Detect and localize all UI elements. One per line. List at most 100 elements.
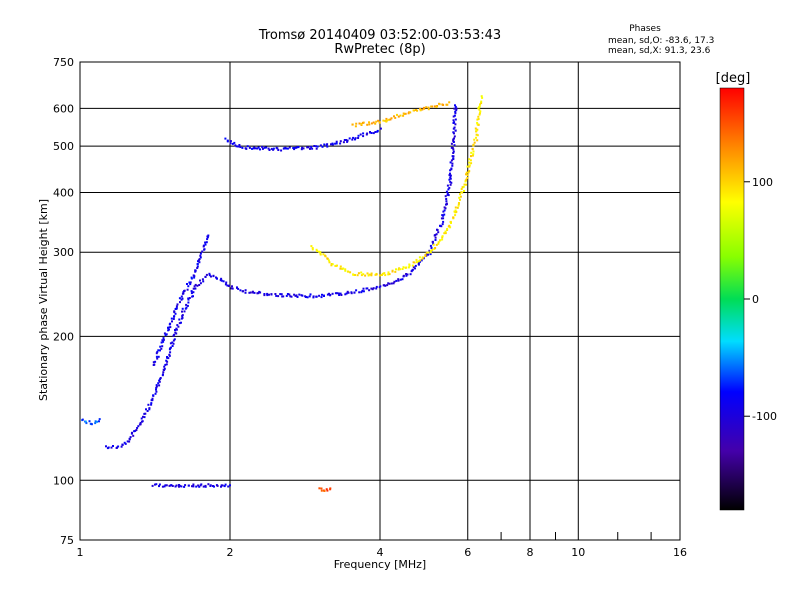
echo-point (168, 328, 170, 331)
echo-point (199, 254, 202, 257)
echo-point (453, 137, 455, 140)
echo-point (159, 345, 162, 348)
echo-point (192, 274, 195, 277)
echo-point (272, 148, 275, 151)
echo-point (277, 295, 280, 298)
echo-point (442, 210, 445, 213)
echo-point (286, 147, 289, 150)
echo-point (421, 256, 424, 259)
echo-point (344, 268, 347, 271)
echo-point (221, 484, 224, 487)
echo-point (344, 293, 347, 296)
echo-point (199, 279, 201, 282)
echo-point (402, 266, 405, 269)
echo-point (443, 206, 446, 209)
echo-point (478, 105, 481, 108)
echo-point (405, 274, 408, 277)
echo-point (178, 297, 181, 300)
echo-point (455, 210, 458, 213)
x-tick-label: 10 (571, 546, 585, 559)
echo-point (225, 281, 228, 284)
echo-point (163, 367, 166, 370)
echo-point (372, 132, 375, 135)
echo-point (402, 274, 405, 277)
echo-point (351, 123, 354, 126)
echo-point (392, 282, 395, 285)
echo-point (470, 162, 473, 165)
echo-point (355, 289, 358, 292)
echo-point (465, 183, 467, 186)
echo-point (179, 301, 181, 304)
echo-point (172, 339, 175, 342)
echo-point (186, 288, 189, 291)
echo-point (155, 483, 158, 486)
echo-point (251, 147, 253, 150)
echo-point (345, 292, 348, 295)
echo-point (156, 350, 159, 353)
echo-point (454, 118, 457, 121)
echo-point (443, 232, 446, 235)
echo-point (344, 269, 347, 272)
echo-point (453, 144, 456, 147)
echo-point (139, 422, 142, 424)
echo-point (205, 273, 208, 276)
echo-point (473, 141, 476, 144)
echo-point (88, 420, 91, 423)
echo-point (158, 483, 161, 486)
grid-lines (80, 62, 680, 540)
echo-point (434, 247, 437, 249)
echo-point (223, 485, 226, 488)
echo-point (339, 142, 342, 145)
echo-point (339, 265, 342, 268)
echo-point (298, 293, 301, 296)
echo-point (362, 135, 365, 138)
echo-point (265, 146, 268, 149)
echo-point (167, 357, 170, 360)
echo-point (335, 140, 338, 143)
echo-point (160, 341, 163, 344)
echo-point (397, 279, 400, 282)
echo-point (390, 282, 393, 285)
echo-point (229, 484, 231, 487)
echo-point (381, 274, 383, 276)
echo-point (452, 139, 455, 142)
echo-point (280, 149, 283, 152)
echo-point (331, 142, 334, 145)
echo-point (379, 127, 382, 130)
echo-point (454, 123, 457, 126)
echo-point (449, 161, 452, 164)
echo-point (460, 188, 463, 190)
echo-point (150, 399, 153, 402)
echo-point (158, 384, 161, 387)
echo-point (345, 139, 348, 141)
echo-point (440, 217, 443, 220)
echo-point (311, 147, 314, 150)
x-tick-label: 4 (377, 546, 384, 559)
echo-point (174, 312, 177, 315)
echo-point (201, 250, 204, 253)
echo-point (453, 126, 456, 129)
echo-point (185, 306, 188, 309)
echo-point (157, 349, 160, 352)
echo-point (141, 420, 144, 423)
echo-point (435, 233, 438, 236)
echo-point (300, 148, 303, 151)
echo-point (360, 124, 363, 126)
echo-point (412, 266, 415, 269)
echo-point (192, 291, 195, 294)
echo-point (459, 193, 461, 196)
echo-point (204, 275, 207, 278)
echo-point (229, 140, 232, 143)
echo-point (226, 140, 229, 143)
echo-point (382, 119, 385, 122)
echo-point (159, 378, 162, 381)
echo-point (450, 181, 453, 184)
echo-point (384, 274, 387, 277)
echo-point (448, 174, 451, 177)
echo-point (230, 287, 233, 290)
echo-point (375, 273, 378, 276)
echo-point (452, 141, 455, 143)
echo-point (181, 314, 184, 317)
echo-point (180, 485, 183, 488)
echo-point (326, 257, 329, 260)
